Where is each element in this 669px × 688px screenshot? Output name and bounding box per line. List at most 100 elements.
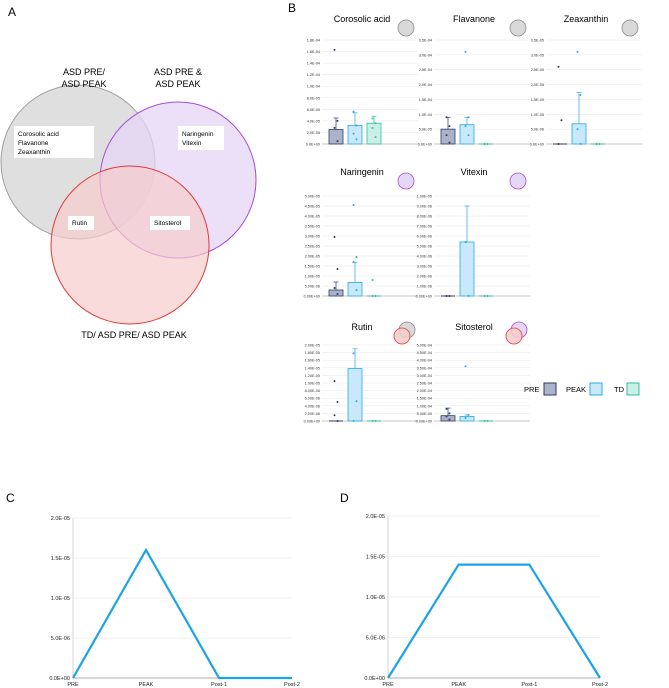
bar-peak	[347, 125, 363, 145]
data-point	[374, 295, 377, 297]
chart-title-zeaxanthin: Zeaxanthin	[564, 14, 609, 24]
tick-label: 1.20E-05	[305, 374, 320, 378]
venn-box-gray-red	[68, 216, 94, 230]
data-point	[371, 117, 374, 120]
venn-marker-red	[393, 327, 411, 345]
legend-label-td: TD	[614, 385, 625, 394]
line-chart-d: 0.0E+00 5.0E-06 1.0E-05 1.5E-05 2.0E-05 PRE PE…	[364, 514, 608, 688]
x-tick-label: Post-2	[592, 682, 608, 688]
venn-marker-gray	[397, 19, 415, 37]
data-point	[464, 241, 467, 243]
tick-label: 4.50E-04	[417, 351, 432, 355]
tick-label: 4.00E-05	[305, 215, 320, 219]
data-point	[333, 414, 336, 417]
x-tick-label: Post-1	[211, 682, 227, 688]
tick-label: 7.00E-06	[417, 225, 432, 229]
tick-label: 4.0E-05	[307, 119, 320, 123]
series-line	[387, 563, 601, 679]
data-point	[355, 138, 358, 141]
data-point	[467, 134, 470, 137]
data-point	[464, 125, 467, 128]
chart-zeaxanthin: Zeaxanthin 0.0E+00 5.0E-06 1.0E-05 1.5E-05 2.…	[530, 14, 642, 147]
bar-pre	[328, 289, 344, 297]
tick-label: 3.5E-05	[531, 39, 544, 43]
y-tick-label: 1.0E-05	[51, 596, 70, 602]
venn-box-purple-only	[178, 126, 224, 150]
chart-title-vitexin: Vitexin	[461, 167, 488, 177]
legend-swatch-td	[626, 382, 640, 396]
bar-pre	[328, 129, 344, 145]
venn-marker-gray	[509, 19, 527, 37]
data-point	[486, 420, 489, 422]
data-point	[445, 295, 448, 297]
data-point	[371, 279, 374, 281]
tick-label: 6.00E-06	[417, 235, 432, 239]
panel-label-d: D	[340, 491, 349, 505]
tick-label: 1.50E-04	[417, 397, 432, 401]
tick-label: 0.0E+00	[530, 143, 544, 147]
tick-label: 4.00E-06	[417, 255, 432, 259]
tick-label: 2.0E-05	[307, 131, 320, 135]
tick-label: 4.00E-06	[305, 404, 320, 408]
tick-label: 9.00E-06	[417, 205, 432, 209]
data-point	[445, 134, 448, 137]
tick-label: 1.5E-04	[419, 98, 432, 102]
x-tick-label: PRE	[67, 682, 79, 688]
tick-label: 2.5E-04	[419, 68, 432, 72]
data-point	[336, 293, 339, 295]
data-point	[333, 236, 336, 238]
data-point	[483, 143, 486, 145]
data-point	[576, 128, 579, 131]
tick-label: 0.00E+00	[304, 420, 320, 424]
panel-label-b: B	[288, 1, 296, 15]
bar-peak	[459, 241, 475, 297]
tick-label: 1.2E-04	[307, 73, 320, 77]
venn-label-red: TD/ ASD PRE/ ASD PEAK	[81, 330, 187, 340]
data-point	[579, 93, 582, 96]
venn-box-gray-red-line-1: Rutin	[72, 220, 88, 227]
data-point	[336, 119, 339, 122]
venn-box-purple-red-line-1: Sitosterol	[154, 220, 182, 227]
tick-label: 1.0E-04	[419, 113, 432, 117]
chart-vitexin: Vitexin 0.00E+00 1.00E-06 2.00E-06 3.00E-06 4…	[416, 167, 530, 299]
legend-swatch-pre	[543, 382, 557, 396]
venn-label-purple-1: ASD PRE &	[154, 67, 202, 77]
tick-label: 6.00E-06	[305, 397, 320, 401]
line-chart-c: 0.0E+00 5.0E-06 1.0E-05 1.5E-05 2.0E-05 PRE PE…	[49, 516, 300, 688]
data-point	[483, 420, 486, 422]
tick-label: 1.80E-05	[305, 351, 320, 355]
tick-label: 2.5E-05	[531, 68, 544, 72]
venn-box-gray-only	[14, 126, 94, 158]
tick-label: 3.00E-06	[417, 265, 432, 269]
tick-label: 3.0E-05	[531, 53, 544, 57]
y-tick-label: 2.0E-05	[366, 514, 385, 520]
venn-label-gray-2: ASD PEAK	[61, 79, 106, 89]
bar-peak	[347, 368, 363, 422]
tick-label: 1.50E-05	[305, 265, 320, 269]
y-tick-label: 1.5E-05	[366, 555, 385, 561]
chart-title-naringenin: Naringenin	[340, 167, 384, 177]
data-point	[336, 401, 339, 403]
x-tick-label: PEAK	[139, 682, 154, 688]
series-line	[72, 547, 292, 680]
tick-label: 4.50E-05	[305, 205, 320, 209]
tick-label: 2.00E-05	[305, 255, 320, 259]
chart-naringenin: Naringenin 0.00E+00 5.00E-06 1.00E-05 1.50E-…	[304, 167, 418, 299]
tick-label: 1.8E-04	[307, 39, 320, 43]
data-point	[448, 418, 451, 421]
chart-title-corosolic-acid: Corosolic acid	[334, 14, 391, 24]
venn-label-purple-2: ASD PEAK	[155, 79, 200, 89]
line-charts: 0.0E+00 5.0E-06 1.0E-05 1.5E-05 2.0E-05 PRE PE…	[49, 514, 608, 688]
bar-peak	[571, 123, 587, 145]
tick-label: 1.00E-06	[417, 285, 432, 289]
data-point	[464, 50, 467, 53]
data-point	[598, 143, 601, 145]
legend-label-peak: PEAK	[566, 385, 586, 394]
chart-flavanone: Flavanone 0.0E+00 5.0E-05 1.0E-04 1.5E-04 2.0…	[418, 14, 530, 147]
venn-circle-red	[50, 165, 210, 325]
tick-label: 0.0E+00	[418, 143, 432, 147]
data-point	[483, 295, 486, 297]
data-point	[352, 132, 355, 135]
data-point	[557, 143, 560, 145]
